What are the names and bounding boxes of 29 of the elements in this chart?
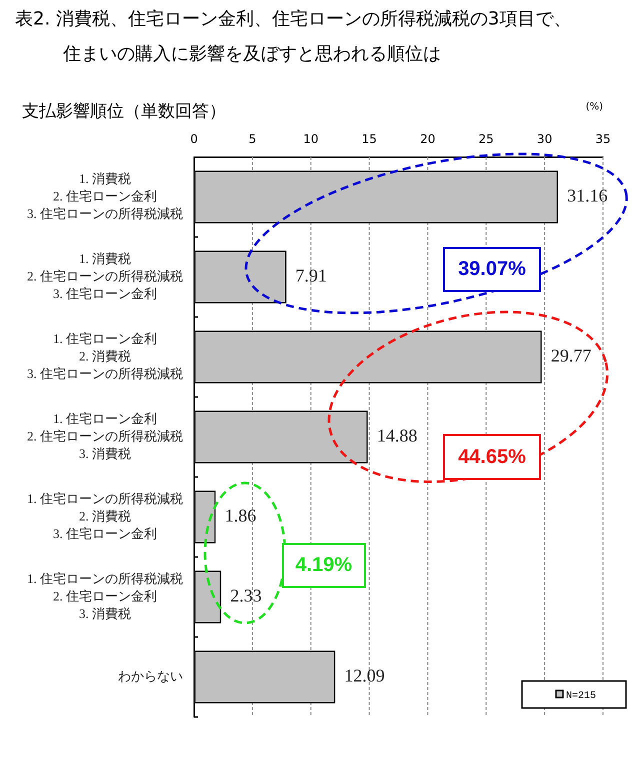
y-tick-label: わからない — [118, 668, 183, 684]
annotation: 44.65% — [442, 434, 541, 480]
data-label: 12.09 — [344, 666, 385, 686]
data-label: 14.88 — [376, 426, 418, 446]
chart-subtitle: 支払影響順位（単数回答） — [22, 101, 226, 122]
y-tick-label: 1. 住宅ローン金利 2. 住宅ローンの所得税減税 3. 消費税 — [27, 410, 183, 461]
data-label: 1.86 — [224, 506, 256, 526]
y-tick-label: 1. 住宅ローンの所得税減税 2. 消費税 3. 住宅ローン金利 — [27, 490, 183, 541]
annotation: 39.07% — [442, 247, 541, 292]
legend-label: N=215 — [566, 691, 596, 702]
x-tick-label: 0 — [190, 132, 198, 146]
chart-title: 表2. 消費税、住宅ローン金利、住宅ローンの所得税減税の3項目で、住まいの購入に影響を及ぼすと思われる順位は — [15, 8, 572, 65]
data-label: 7.91 — [295, 266, 327, 286]
x-tick-label: 35 — [595, 132, 611, 146]
x-tick-label: 10 — [303, 132, 318, 146]
x-tick-label: 20 — [420, 132, 436, 146]
x-tick-label: 30 — [536, 132, 552, 146]
x-tick-label: 15 — [362, 132, 377, 146]
data-label: 31.16 — [567, 186, 608, 206]
annotation: 4.19% — [282, 543, 366, 588]
data-label: 29.77 — [550, 346, 592, 366]
data-label: 2.33 — [230, 586, 262, 606]
x-axis-title: (%) — [586, 102, 604, 113]
y-tick-label: 1. 住宅ローン金利 2. 消費税 3. 住宅ローンの所得税減税 — [27, 330, 183, 381]
x-tick-label: 25 — [478, 132, 494, 146]
y-tick-label: 1. 消費税 2. 住宅ローン金利 3. 住宅ローンの所得税減税 — [27, 170, 183, 221]
y-tick-label: 1. 消費税 2. 住宅ローンの所得税減税 3. 住宅ローン金利 — [27, 250, 183, 301]
y-tick-label: 1. 住宅ローンの所得税減税 2. 住宅ローン金利 3. 消費税 — [27, 570, 183, 621]
x-tick-label: 5 — [248, 132, 256, 146]
